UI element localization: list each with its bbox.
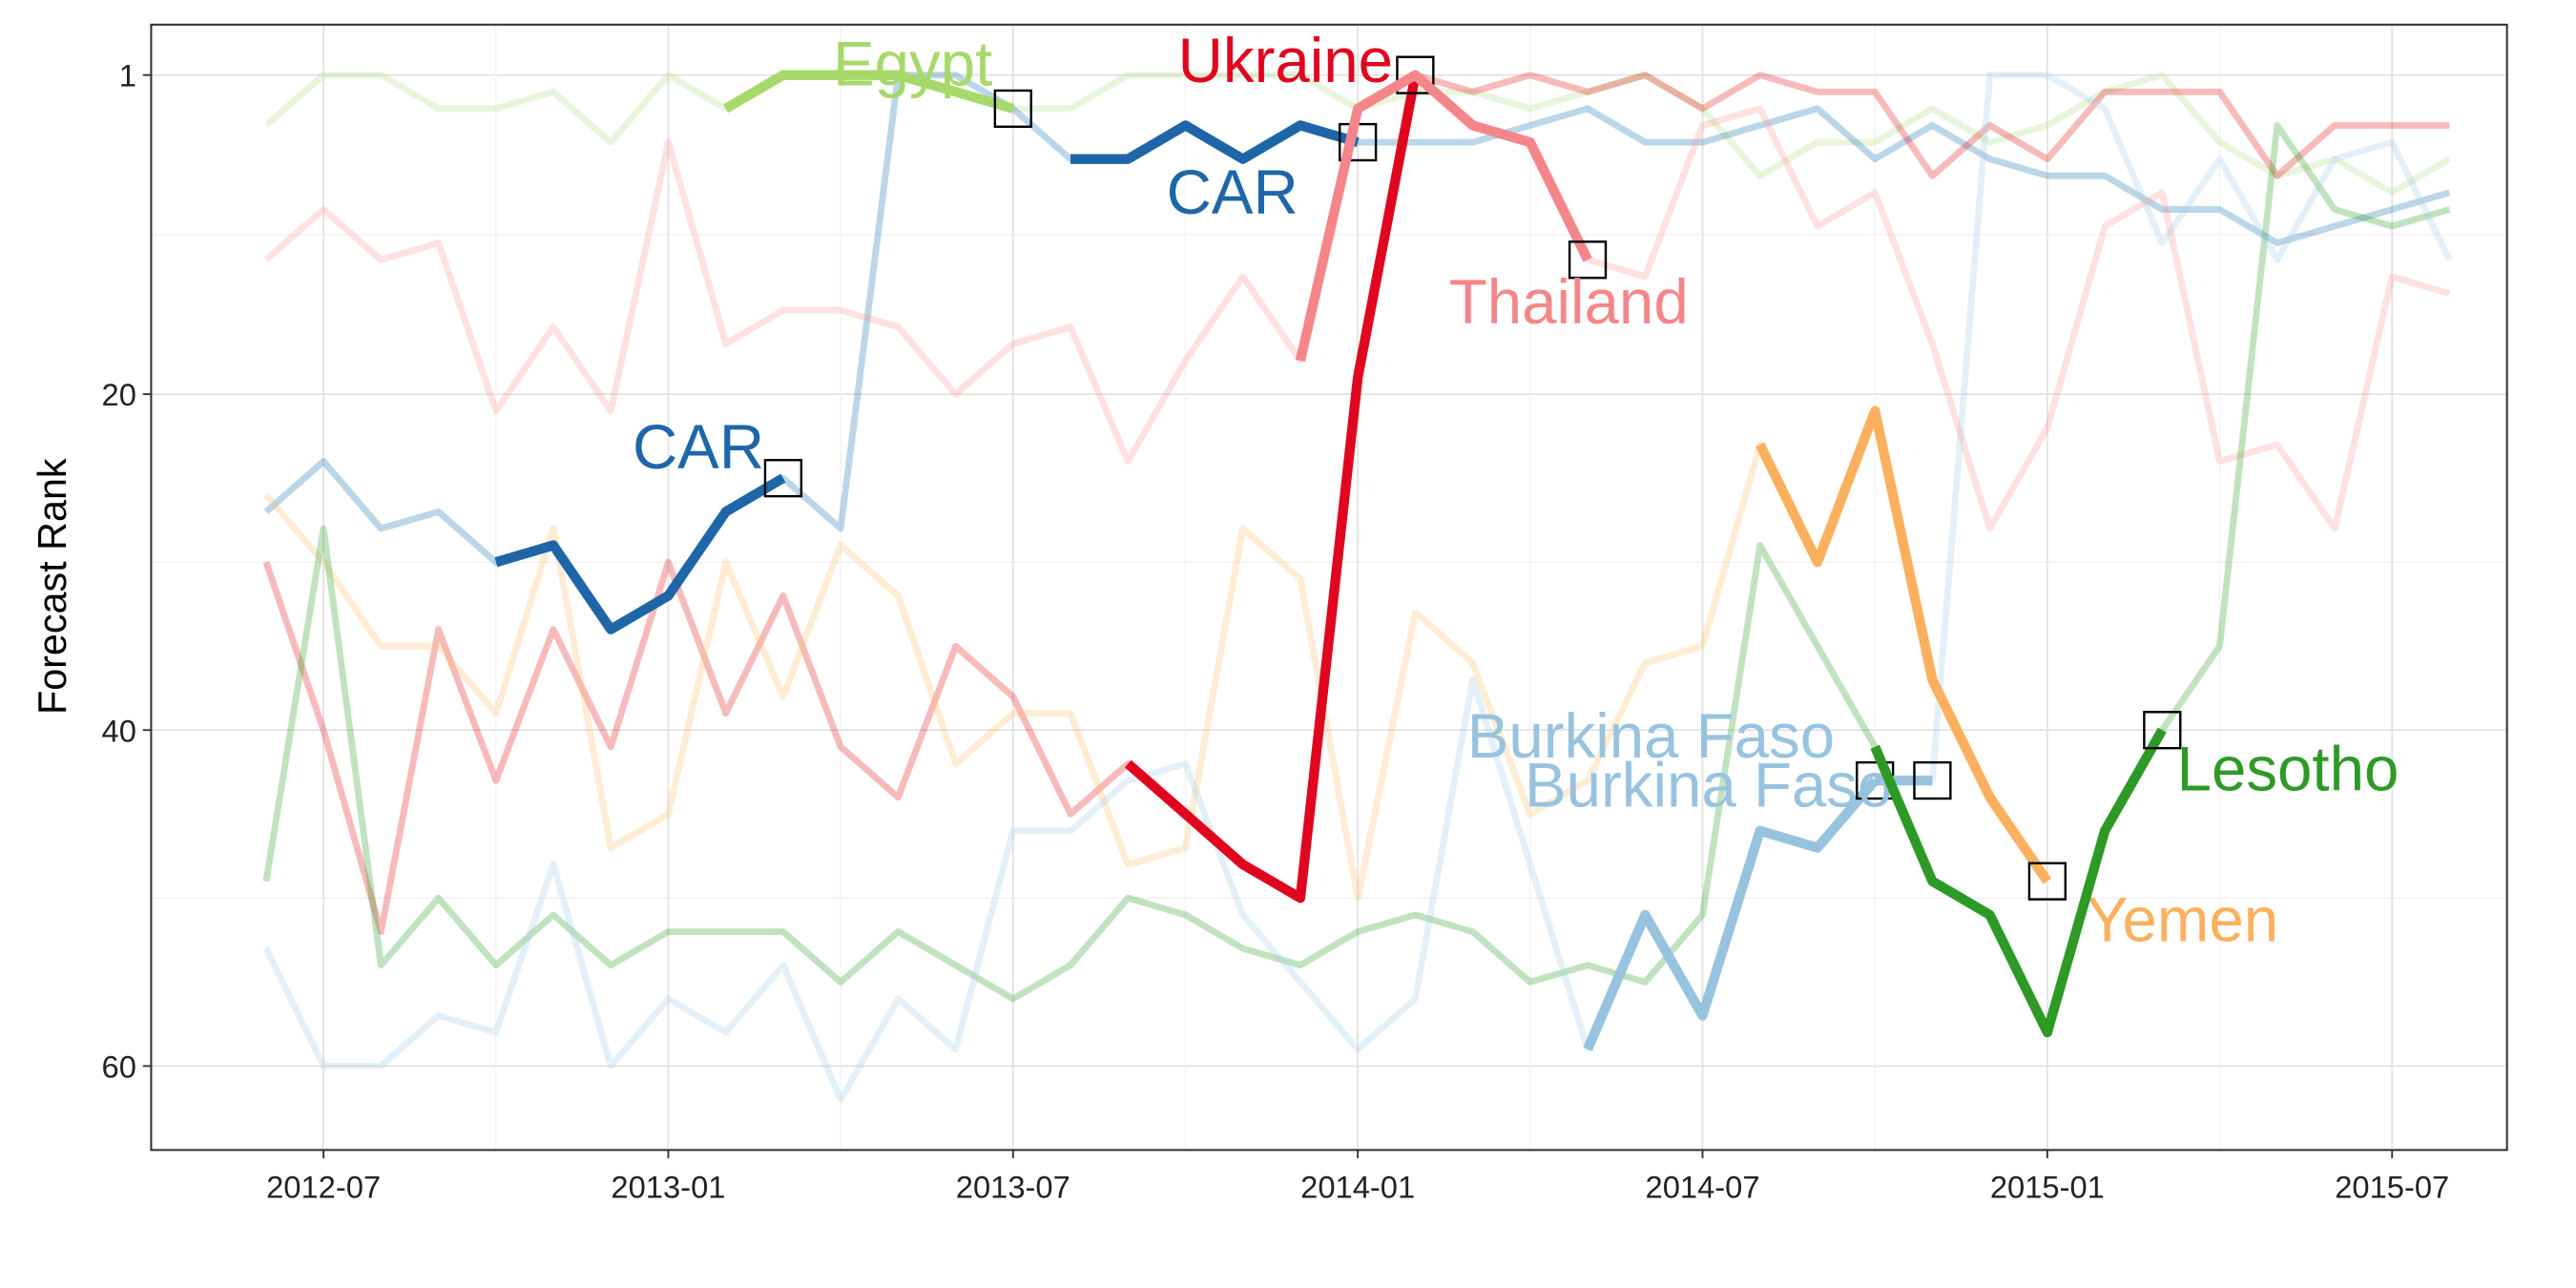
series-label: Burkina Faso bbox=[1525, 750, 1892, 820]
end-marker bbox=[763, 459, 803, 498]
x-tick-label: 2013-07 bbox=[956, 1169, 1070, 1204]
x-tick-label: 2015-07 bbox=[2335, 1169, 2449, 1204]
end-marker bbox=[1396, 55, 1435, 94]
series-label: Ukraine bbox=[1178, 26, 1393, 95]
highlight-line bbox=[1295, 70, 1592, 363]
end-marker bbox=[1568, 240, 1608, 280]
grid bbox=[151, 24, 2507, 1151]
plot-border bbox=[150, 23, 2508, 1152]
x-tick-label: 2014-07 bbox=[1646, 1169, 1760, 1204]
x-tick-label: 2015-01 bbox=[1990, 1169, 2105, 1204]
end-marker bbox=[2027, 862, 2067, 901]
y-tick-label: 40 bbox=[102, 713, 136, 748]
highlight-line bbox=[723, 70, 1015, 114]
x-tick-label: 2014-01 bbox=[1300, 1169, 1415, 1204]
end-marker bbox=[993, 89, 1032, 129]
y-tick-label: 1 bbox=[119, 58, 136, 93]
highlight-line bbox=[1870, 727, 2167, 1038]
series-label: Thailand bbox=[1449, 267, 1689, 337]
highlight-line bbox=[1755, 405, 2052, 884]
y-tick-label: 60 bbox=[102, 1049, 136, 1084]
background-line bbox=[263, 407, 2050, 902]
x-tick-label: 2012-07 bbox=[266, 1169, 381, 1204]
axes: 1 20 40 60 2012-07 2013-01 2013-07 2014-01 2014-… bbox=[102, 58, 2450, 1205]
background-line bbox=[262, 72, 2453, 1103]
series-label: Egypt bbox=[833, 30, 992, 99]
series-label: Yemen bbox=[2087, 885, 2278, 955]
y-axis-title: Forecast Rank bbox=[31, 458, 74, 715]
end-marker bbox=[1913, 760, 1952, 800]
end-marker bbox=[2143, 711, 2182, 750]
series-label: Lesotho bbox=[2177, 734, 2399, 803]
highlight-line bbox=[1070, 120, 1360, 164]
highlight-line bbox=[1583, 777, 1880, 1051]
y-tick-label: 20 bbox=[102, 377, 136, 412]
series-label: Burkina Faso bbox=[1467, 701, 1835, 771]
series-label: CAR bbox=[1167, 157, 1298, 227]
x-tick-label: 2013-01 bbox=[611, 1169, 725, 1204]
series-label: CAR bbox=[633, 412, 764, 482]
plot-lines: Egypt CAR CAR Ukraine Thailand Burkina FasoBu… bbox=[262, 26, 2453, 1103]
highlight-line bbox=[494, 473, 786, 634]
highlight-line bbox=[1124, 73, 1421, 904]
